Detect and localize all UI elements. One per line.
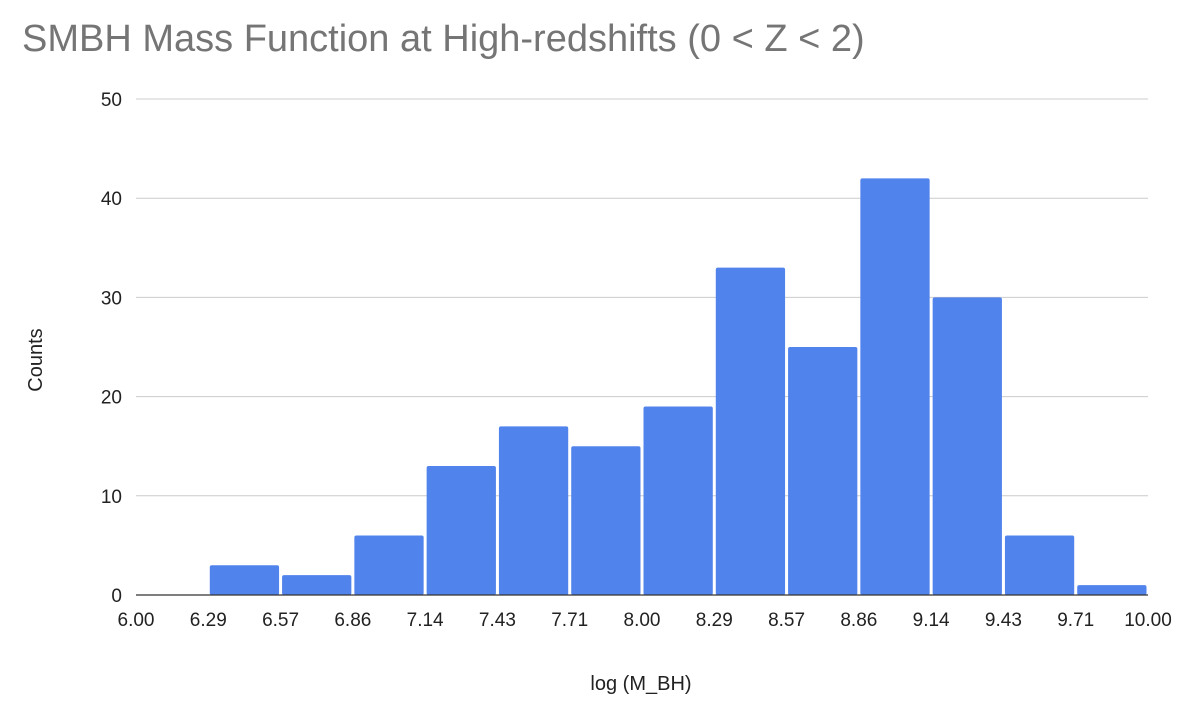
y-tick-label: 50 [101,90,122,111]
y-tick-label: 30 [101,288,122,309]
x-tick-label: 10.00 [1124,610,1172,631]
y-axis-label: Counts [25,328,47,391]
x-tick-label: 8.29 [696,610,733,631]
y-tick-labels: 0 10 20 30 40 50 [101,90,122,607]
histogram-bar [643,406,713,595]
y-tick-label: 20 [101,388,122,409]
x-tick-label: 6.00 [118,610,155,631]
x-tick-label: 8.57 [768,610,805,631]
histogram-bar [1077,585,1147,595]
chart-title: SMBH Mass Function at High-redshifts (0 … [22,18,865,60]
histogram-bar [1004,535,1075,595]
x-tick-label: 6.57 [262,610,299,631]
histogram-bar [715,267,786,595]
y-tick-label: 0 [111,586,122,607]
histogram-bar [426,466,496,595]
histogram-bar [282,575,352,595]
x-tick-label: 6.86 [334,610,371,631]
histogram-bar [860,178,930,596]
histogram-bar [571,446,641,595]
histogram-bar [932,297,1002,595]
x-tick-label: 9.14 [913,610,950,631]
x-tick-label: 7.43 [479,610,516,631]
x-tick-label: 7.14 [407,610,444,631]
x-tick-label: 7.71 [551,610,588,631]
histogram-bar [209,565,280,595]
x-axis-label: log (M_BH) [590,673,691,695]
x-tick-label: 9.71 [1057,610,1094,631]
y-tick-label: 10 [101,487,122,508]
x-tick-label: 9.43 [985,610,1022,631]
x-tick-labels: 6.00 6.29 6.57 6.86 7.14 7.43 7.71 8.00 8.29 8.57… [118,610,1172,631]
histogram-bar [788,347,858,595]
bars [209,178,1147,596]
histogram-bar [354,535,424,595]
y-tick-label: 40 [101,189,122,210]
x-tick-label: 8.86 [840,610,877,631]
x-tick-label: 6.29 [190,610,227,631]
x-tick-label: 8.00 [624,610,661,631]
histogram-bar [498,426,569,595]
